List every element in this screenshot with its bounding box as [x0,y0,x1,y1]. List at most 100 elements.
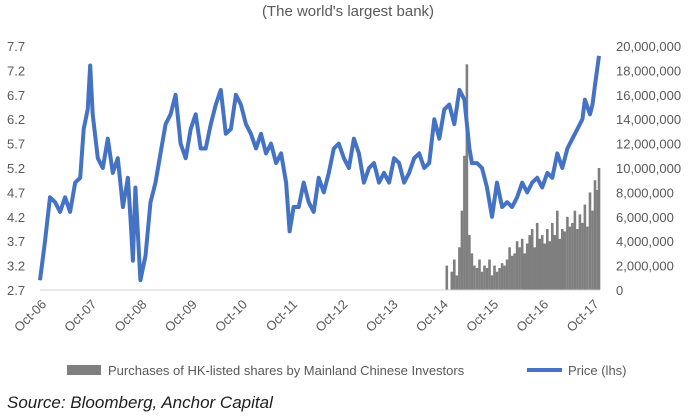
purchases-bar [573,210,577,290]
purchases-bar [561,229,564,290]
x-axis-tick-label: Oct-16 [513,297,551,335]
purchases-bar [518,247,521,290]
purchases-bar [535,222,539,290]
purchases-bar [490,275,494,290]
right-axis-tick-label: 12,000,000 [616,137,681,152]
x-axis-ticks: Oct-06 Oct-07 Oct-08 Oct-09 Oct-10 Oct-11 Oct-… [11,297,602,335]
legend: Purchases of HK-listed shares by Mainlan… [67,363,627,378]
purchases-bar [455,275,459,290]
chart-subtitle: (The world's largest bank) [261,3,435,20]
left-axis-tick-label: 4.2 [7,210,25,225]
purchases-bar [488,259,491,290]
purchases-bar [460,210,464,290]
left-axis-tick-label: 2.7 [7,283,25,298]
bar-series [445,64,601,290]
right-axis-tick-label: 16,000,000 [616,88,681,103]
x-axis-tick-label: Oct-17 [563,297,601,335]
x-axis-tick-label: Oct-10 [212,297,250,335]
left-axis-tick-label: 6.7 [7,88,25,103]
chart-canvas: 2.7 3.2 3.7 4.2 4.7 5.2 5.7 6.2 6.7 7.2 7.7 0 2,000… [7,39,681,378]
left-axis-tick-label: 7.2 [7,63,25,78]
purchases-bar [475,268,479,290]
left-axis-tick-label: 6.2 [7,112,25,127]
legend-label-purchases: Purchases of HK-listed shares by Mainlan… [108,363,465,378]
left-axis-tick-label: 3.7 [7,234,25,249]
purchases-bar [563,231,567,290]
purchases-bar [591,210,594,290]
purchases-bar [596,190,599,290]
purchases-bar [465,64,469,290]
purchases-bar [588,192,592,290]
right-axis-tick-label: 10,000,000 [616,161,681,176]
purchases-bar [495,271,499,290]
x-axis-tick-label: Oct-07 [61,297,99,335]
left-axis-tick-label: 5.2 [7,161,25,176]
x-axis-tick-label: Oct-06 [11,297,49,335]
x-axis-tick-label: Oct-08 [111,297,149,335]
purchases-bar [480,271,484,290]
purchases-bar [540,235,544,290]
source-note: Source: Bloomberg, Anchor Capital [7,393,273,412]
purchases-bar [593,180,597,290]
purchases-bar [450,271,454,290]
purchases-bar [597,168,601,290]
purchases-bar [528,235,531,290]
right-axis-tick-label: 2,000,000 [616,259,674,274]
right-axis-tick-label: 4,000,000 [616,234,674,249]
left-axis-tick-label: 4.7 [7,185,25,200]
purchases-bar [543,243,547,290]
purchases-bar [500,263,504,290]
purchases-bar [473,265,476,290]
purchases-bar [566,216,569,290]
right-axis-tick-label: 18,000,000 [616,63,681,78]
purchases-bar [513,253,516,290]
purchases-bar [530,229,534,290]
purchases-bar [468,235,471,290]
purchases-bar [576,229,579,290]
purchases-bar [493,265,496,290]
purchases-bar [503,265,506,290]
x-axis-tick-label: Oct-15 [463,297,501,335]
purchases-bar [568,226,572,290]
right-axis-tick-label: 8,000,000 [616,185,674,200]
purchases-bar [470,253,474,290]
right-axis-tick-label: 20,000,000 [616,39,681,54]
purchases-bar [553,235,557,290]
purchases-bar [548,241,552,290]
x-axis-tick-label: Oct-09 [162,297,200,335]
purchases-bar [463,155,466,290]
purchases-bar [546,229,549,290]
purchases-bar [586,226,589,290]
purchases-bar [458,247,461,290]
purchases-bar [533,247,536,290]
purchases-bar [508,247,511,290]
x-axis-tick-label: Oct-13 [363,297,401,335]
purchases-bar [520,238,524,290]
left-axis-tick-label: 3.2 [7,259,25,274]
right-axis-tick-label: 0 [616,283,623,298]
right-axis-ticks: 0 2,000,000 4,000,000 6,000,000 8,000,000 10,… [616,39,681,298]
purchases-bar [538,238,541,290]
purchases-bar [515,241,519,290]
legend-swatch-purchases [67,365,101,375]
purchases-bar [525,243,529,290]
price-line [38,55,601,283]
purchases-bar [445,265,449,290]
purchases-bar [478,259,481,290]
purchases-bar [583,204,587,290]
purchases-bar [551,222,554,290]
purchases-bar [581,222,584,290]
purchases-bar [578,214,582,290]
left-axis-ticks: 2.7 3.2 3.7 4.2 4.7 5.2 5.7 6.2 6.7 7.2 7.7 [7,39,25,298]
purchases-bar [556,210,559,290]
right-axis-tick-label: 6,000,000 [616,210,674,225]
purchases-bar [483,265,486,290]
left-axis-tick-label: 7.7 [7,39,25,54]
purchases-bar [558,238,562,290]
legend-label-price: Price (lhs) [568,363,627,378]
purchases-bar [498,268,501,290]
x-axis-tick-label: Oct-12 [312,297,350,335]
x-axis-tick-label: Oct-14 [413,297,451,335]
purchases-bar [505,259,509,290]
purchases-bar [485,268,489,290]
